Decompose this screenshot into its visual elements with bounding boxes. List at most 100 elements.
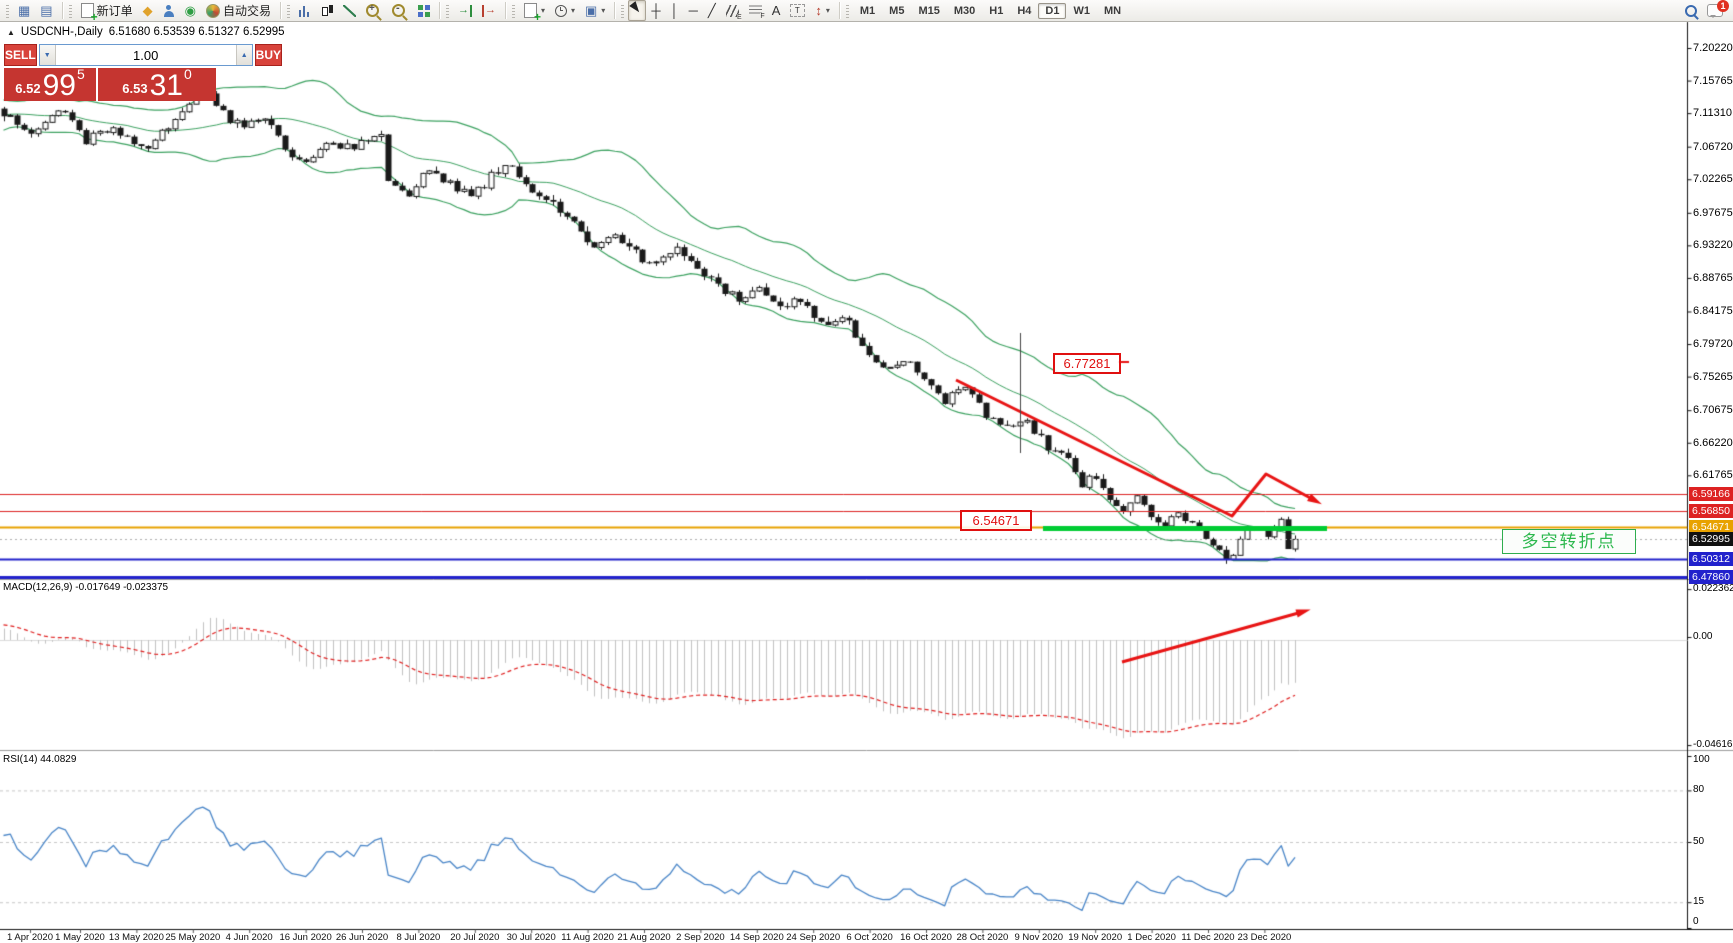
channel-tool-button[interactable]: [721, 0, 744, 21]
new-order-button-label: 新订单: [96, 4, 133, 18]
bar-chart-button[interactable]: [294, 0, 316, 21]
toolbar-grip[interactable]: [286, 3, 290, 18]
vertical-line-icon: │: [670, 3, 679, 18]
timeframe-D1[interactable]: D1: [1038, 2, 1067, 19]
volume-input[interactable]: [55, 45, 236, 65]
chevron-down-icon: ▾: [570, 6, 575, 15]
indicators-add-icon: [523, 3, 541, 22]
chart-panels-icon: ▦: [18, 3, 31, 18]
notification-badge: 1: [1717, 0, 1729, 12]
timeframe-MN[interactable]: MN: [1103, 4, 1122, 17]
arrows-tool-button[interactable]: ↕ ▾: [810, 0, 835, 21]
chart-shift-icon: [481, 4, 496, 17]
bar-chart-icon: [298, 4, 311, 17]
candlestick-chart-button[interactable]: [316, 0, 338, 21]
toolbar: ▦▤新订单◆◉自动交易▾▾▣▾┼│─╱A↕▾M1M5M15M30H1H4D1W1…: [0, 0, 1733, 22]
tile-windows-button[interactable]: [413, 0, 435, 21]
toolbar-grip[interactable]: [511, 3, 515, 18]
community-button[interactable]: [158, 0, 180, 21]
clock-icon: [554, 4, 567, 17]
collapse-arrow-icon: ▲: [7, 27, 15, 37]
channel-icon: [725, 4, 742, 21]
data-window-icon: ▤: [40, 3, 53, 18]
autotrade-button[interactable]: 自动交易: [201, 0, 276, 21]
toolbar-grip[interactable]: [445, 3, 449, 18]
community-person-icon: [163, 4, 175, 17]
line-chart-button[interactable]: [338, 0, 361, 21]
buy-price-major: 6.53: [122, 81, 148, 96]
chart-shift-button[interactable]: [477, 0, 501, 21]
trendline-tool-button[interactable]: ╱: [703, 0, 721, 21]
trendline-icon: ╱: [707, 3, 716, 18]
timeframe-H1[interactable]: H1: [989, 4, 1004, 17]
macd-indicator-label: MACD(12,26,9) -0.017649 -0.023375: [3, 582, 169, 593]
price-callout-support[interactable]: 6.54671: [960, 510, 1032, 531]
horizontal-line-tool-button[interactable]: ─: [684, 0, 703, 21]
autotrade-button-label: 自动交易: [222, 4, 271, 18]
indicators-add-button[interactable]: ▾: [519, 0, 550, 22]
new-order-icon: [80, 3, 98, 22]
volume-increase-button[interactable]: ▲: [235, 45, 252, 65]
signal-button[interactable]: ◉: [180, 0, 201, 21]
zoom-in-icon: [365, 3, 379, 17]
volume-decrease-button[interactable]: ▼: [39, 45, 56, 65]
cursor-icon: [629, 1, 646, 18]
crosshair-tool-button[interactable]: ┼: [646, 0, 665, 21]
chevron-down-icon: ▾: [825, 6, 830, 15]
chat-icon[interactable]: 1: [1707, 0, 1729, 18]
new-order-button[interactable]: 新订单: [76, 0, 138, 22]
turning-point-label[interactable]: 多空转折点: [1502, 529, 1636, 554]
chart-panels-icon-button[interactable]: ▦: [13, 0, 35, 21]
periods-button[interactable]: ▾: [550, 0, 580, 21]
signal-icon: ◉: [184, 3, 196, 18]
text-icon: A: [771, 3, 781, 18]
auto-scroll-button[interactable]: [453, 0, 477, 21]
data-window-button[interactable]: ▤: [35, 0, 57, 21]
templates-button[interactable]: ▣ ▾: [580, 0, 610, 21]
sell-price[interactable]: 6.52 99 5: [4, 67, 96, 101]
timeframe-M1[interactable]: M1: [859, 4, 876, 17]
timeframe-H4[interactable]: H4: [1017, 4, 1032, 17]
chevron-down-icon: ▾: [540, 6, 545, 15]
volume-control: ▼ ▲: [38, 44, 253, 66]
price-callout-high[interactable]: 6.77281: [1053, 353, 1121, 374]
chart-title: ▲ USDCNH-,Daily 6.51680 6.53539 6.51327 …: [7, 26, 285, 38]
candlestick-chart-icon: [321, 4, 333, 17]
crosshair-icon: ┼: [651, 3, 661, 18]
timeframe-W1[interactable]: W1: [1073, 4, 1090, 17]
toolbar-grip[interactable]: [6, 3, 9, 18]
autotrade-icon: [205, 3, 220, 18]
zoom-in-button[interactable]: [361, 0, 387, 21]
buy-price[interactable]: 6.53 31 0: [98, 67, 216, 102]
vertical-line-tool-button[interactable]: │: [666, 0, 684, 21]
line-chart-icon: [342, 4, 356, 17]
label-tool-button[interactable]: [785, 0, 810, 21]
sell-price-major: 6.52: [15, 81, 41, 96]
search-icon[interactable]: [1685, 4, 1697, 17]
text-tool-button[interactable]: A: [767, 0, 786, 21]
chevron-down-icon: ▾: [601, 6, 606, 15]
rsi-indicator-label: RSI(14) 44.0829: [3, 754, 77, 765]
fibonacci-tool-button[interactable]: [744, 0, 767, 21]
toolbar-grip[interactable]: [621, 3, 625, 18]
timeframe-M15[interactable]: M15: [918, 4, 940, 17]
templates-icon: ▣: [585, 3, 598, 18]
buy-price-pips: 31: [149, 68, 183, 102]
zoom-out-icon: [391, 2, 405, 17]
text-label-icon: [790, 4, 806, 17]
horizontal-line-icon: ─: [688, 3, 698, 18]
timeframe-M5[interactable]: M5: [889, 4, 905, 17]
cursor-tool-button[interactable]: [628, 0, 647, 21]
buy-button[interactable]: BUY: [254, 44, 283, 66]
zoom-out-button[interactable]: [387, 0, 413, 21]
indicators-wand-button[interactable]: ◆: [138, 0, 158, 21]
toolbar-grip[interactable]: [68, 3, 72, 18]
timeframe-M30[interactable]: M30: [953, 4, 976, 17]
fibonacci-icon: [748, 5, 765, 20]
tile-windows-icon: [417, 4, 430, 17]
sell-button[interactable]: SELL: [4, 44, 37, 66]
arrows-icon: ↕: [815, 3, 822, 18]
